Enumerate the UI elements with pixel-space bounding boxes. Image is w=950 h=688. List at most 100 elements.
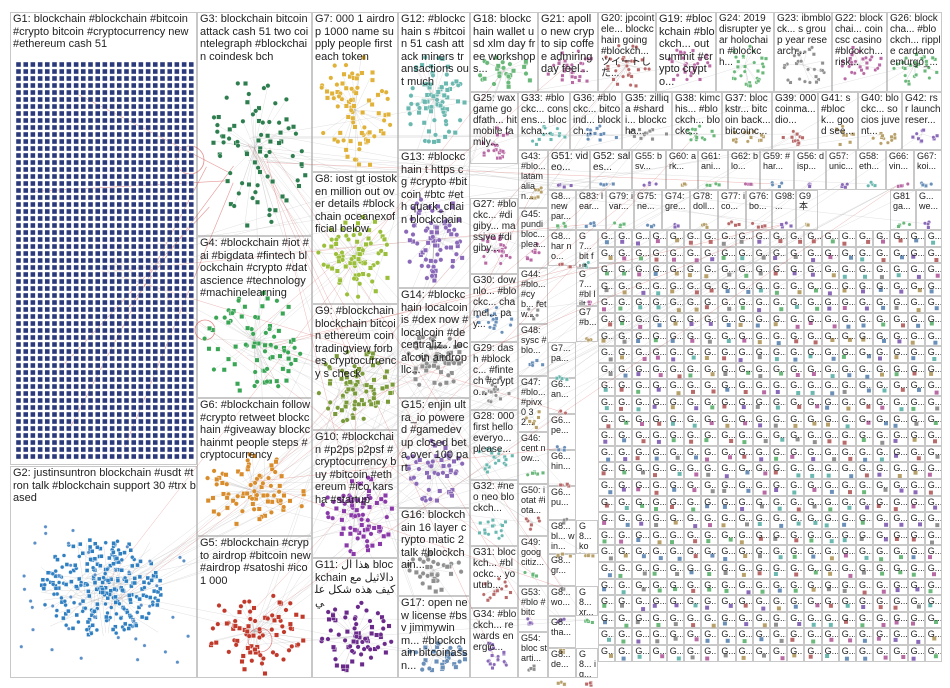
node <box>37 425 43 432</box>
node <box>779 181 784 186</box>
node <box>102 264 108 271</box>
node <box>15 201 22 208</box>
node <box>926 221 931 226</box>
node <box>80 271 87 278</box>
node <box>130 397 137 404</box>
node <box>802 79 807 84</box>
node <box>369 101 375 107</box>
node <box>894 453 898 458</box>
node <box>483 261 488 266</box>
node <box>286 356 292 362</box>
node <box>51 313 58 320</box>
node <box>325 264 331 269</box>
node <box>881 305 886 310</box>
node <box>23 194 29 201</box>
node <box>916 604 921 609</box>
node <box>23 138 29 145</box>
node <box>358 651 364 657</box>
node <box>911 356 916 361</box>
node <box>85 561 90 567</box>
node <box>130 173 137 180</box>
node <box>211 509 217 514</box>
node <box>840 182 845 187</box>
node <box>66 110 72 117</box>
edge <box>433 236 458 243</box>
node <box>66 264 72 271</box>
node <box>365 526 371 532</box>
node <box>102 124 108 131</box>
node <box>23 257 29 264</box>
node <box>175 660 180 665</box>
node <box>44 138 50 145</box>
edge <box>493 237 499 250</box>
node <box>847 337 852 342</box>
node <box>37 306 43 313</box>
node <box>109 313 115 320</box>
node <box>94 397 101 404</box>
node <box>588 131 593 136</box>
node <box>123 68 130 75</box>
node <box>438 257 444 263</box>
node <box>336 93 342 99</box>
node <box>80 446 87 453</box>
node <box>439 84 445 90</box>
node <box>94 145 101 152</box>
node <box>85 619 91 625</box>
node <box>728 603 733 608</box>
node <box>657 323 662 328</box>
node <box>145 575 150 581</box>
node <box>73 152 79 159</box>
node <box>271 493 277 499</box>
edge <box>802 64 815 81</box>
node <box>272 207 278 213</box>
node <box>368 265 373 271</box>
node <box>688 373 693 378</box>
node <box>493 55 499 61</box>
node <box>257 169 263 175</box>
node <box>451 360 457 366</box>
node <box>422 645 428 650</box>
node <box>670 289 675 294</box>
node <box>556 553 560 558</box>
node <box>743 554 748 558</box>
node <box>138 250 144 257</box>
node <box>375 644 381 650</box>
edge <box>433 569 449 572</box>
node <box>174 334 180 341</box>
node <box>130 418 137 425</box>
node <box>676 308 681 313</box>
node <box>94 446 101 453</box>
node <box>23 152 29 159</box>
node <box>641 470 645 475</box>
node <box>654 490 659 495</box>
node <box>76 619 81 625</box>
node <box>215 346 221 352</box>
node <box>889 134 894 139</box>
node <box>892 136 897 141</box>
node <box>448 231 454 237</box>
node <box>152 187 159 194</box>
node <box>676 656 681 661</box>
node <box>577 78 582 83</box>
node <box>109 61 115 68</box>
node <box>92 609 97 614</box>
node <box>723 653 728 658</box>
edge <box>330 229 356 257</box>
node <box>130 439 137 446</box>
node <box>138 138 144 145</box>
node <box>145 327 151 334</box>
node <box>353 90 359 96</box>
node <box>37 124 43 131</box>
node <box>643 130 648 135</box>
node <box>695 61 700 66</box>
node <box>326 616 332 622</box>
node <box>94 103 101 110</box>
node <box>174 285 180 292</box>
node <box>174 369 180 376</box>
node <box>449 493 455 499</box>
node <box>424 81 430 87</box>
node <box>883 655 888 660</box>
node <box>245 325 251 331</box>
node <box>560 262 565 267</box>
node <box>188 453 195 460</box>
